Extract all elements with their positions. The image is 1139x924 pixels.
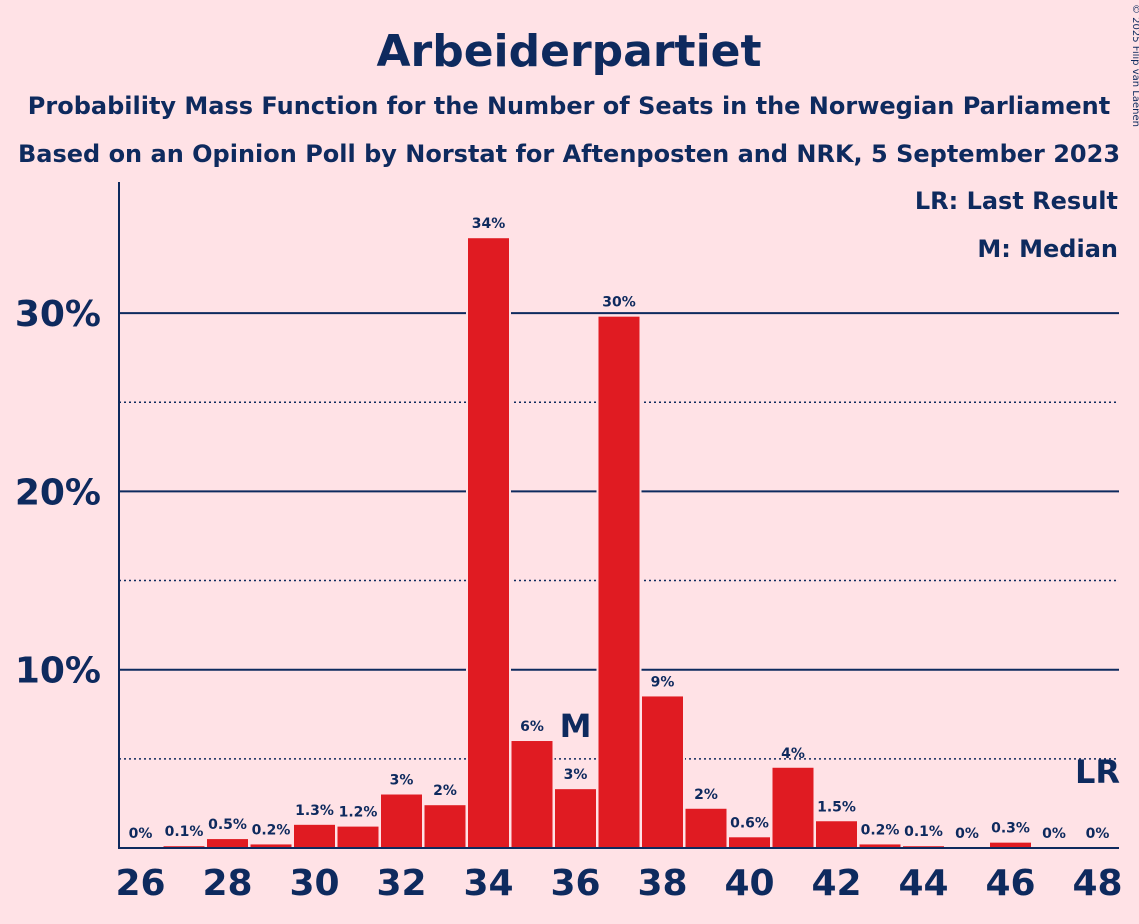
bars-group xyxy=(161,236,1033,849)
axes-group: 10% 20% 30% 26 28 30 32 34 36 38 40 42 44 46 48 xyxy=(15,182,1123,904)
x-tick-label: 40 xyxy=(724,863,774,904)
copyright-note: © 2025 Filip van Laenen xyxy=(1130,4,1139,127)
data-label: 1.3% xyxy=(295,803,334,819)
bar xyxy=(816,821,857,848)
bar xyxy=(424,805,466,848)
data-label: 0% xyxy=(955,826,979,842)
x-tick-label: 42 xyxy=(811,863,861,904)
data-label: 3% xyxy=(390,773,414,789)
bar-gap xyxy=(901,844,946,848)
data-label: 0.6% xyxy=(730,815,769,831)
bar xyxy=(990,842,1031,848)
bar xyxy=(511,741,553,848)
y-tick-label: 20% xyxy=(15,472,101,513)
bar xyxy=(642,696,683,848)
y-tick-label: 10% xyxy=(15,651,101,692)
bar xyxy=(772,767,814,848)
bar xyxy=(294,824,335,848)
legend-last-result: LR: Last Result xyxy=(915,187,1118,215)
x-tick-label: 26 xyxy=(115,863,165,904)
data-label: 0.5% xyxy=(208,817,247,833)
x-tick-label: 28 xyxy=(202,863,252,904)
data-label: 3% xyxy=(564,767,588,783)
data-label: 0.3% xyxy=(991,821,1030,837)
data-label: 0.1% xyxy=(165,824,204,840)
data-label: 0.2% xyxy=(861,822,900,838)
data-label: 6% xyxy=(520,719,544,735)
data-label: 9% xyxy=(651,674,675,690)
chart-subtitle-2: Based on an Opinion Poll by Norstat for … xyxy=(18,140,1120,168)
data-label: 0% xyxy=(129,826,153,842)
data-label: 34% xyxy=(472,216,506,232)
bar xyxy=(337,826,379,848)
bar xyxy=(468,238,509,849)
bar xyxy=(729,837,770,848)
x-tick-label: 46 xyxy=(985,863,1035,904)
bar xyxy=(250,844,292,848)
data-label: 1.5% xyxy=(817,799,856,815)
bar xyxy=(598,316,640,848)
bar xyxy=(859,844,901,848)
chart-subtitle-1: Probability Mass Function for the Number… xyxy=(28,92,1110,120)
data-label: 4% xyxy=(781,746,805,762)
data-label: 30% xyxy=(602,295,636,311)
bar-gap xyxy=(161,844,207,848)
median-marker: M xyxy=(560,707,592,745)
x-tick-label: 36 xyxy=(550,863,600,904)
data-label: 1.2% xyxy=(339,805,378,821)
last-result-marker: LR xyxy=(1075,753,1120,791)
data-label: 0.1% xyxy=(904,824,943,840)
data-label: 0.2% xyxy=(252,822,291,838)
x-tick-label: 48 xyxy=(1072,863,1122,904)
data-label: 2% xyxy=(694,787,718,803)
data-label: 2% xyxy=(433,783,457,799)
x-tick-label: 34 xyxy=(463,863,513,904)
x-tick-label: 30 xyxy=(289,863,339,904)
x-tick-label: 44 xyxy=(898,863,948,904)
data-label: 0% xyxy=(1086,826,1110,842)
bar xyxy=(555,789,596,848)
bar xyxy=(207,839,248,848)
data-label: 0% xyxy=(1042,826,1066,842)
chart-title: Arbeiderpartiet xyxy=(376,26,761,77)
bar xyxy=(381,794,422,848)
x-tick-label: 32 xyxy=(376,863,426,904)
legend-median: M: Median xyxy=(977,235,1118,263)
y-tick-label: 30% xyxy=(15,294,101,335)
bar xyxy=(685,808,727,848)
data-labels-group: 0% 0.1% 0.5% 0.2%1.3% 1.2%3%2%34%6%3%30%9%2%… xyxy=(129,216,1120,842)
x-tick-label: 38 xyxy=(637,863,687,904)
